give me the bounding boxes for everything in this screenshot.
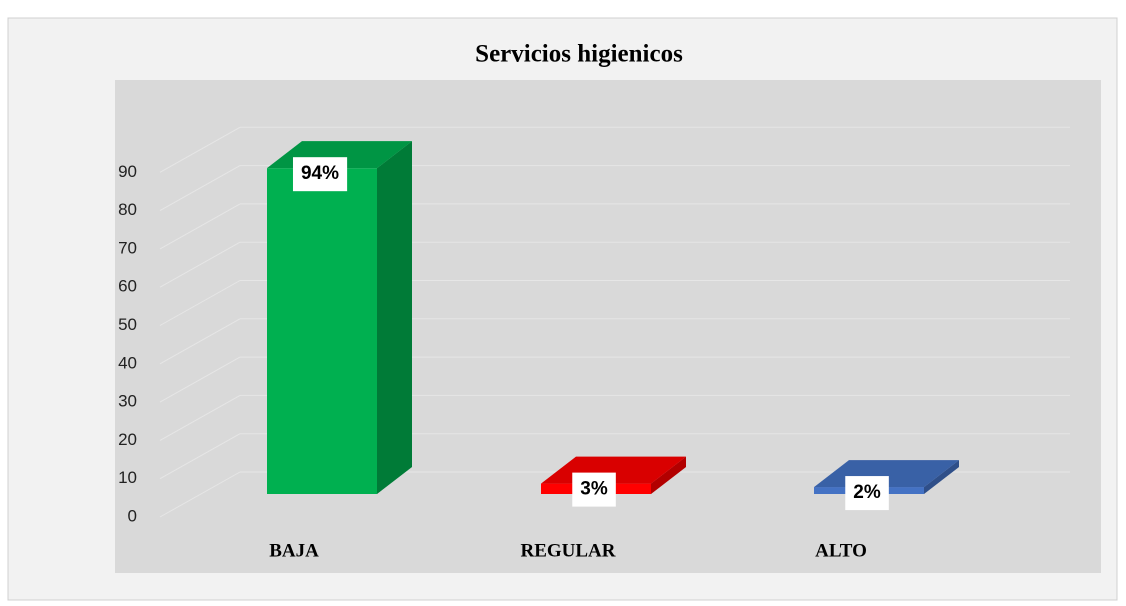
- grid-line: [159, 241, 241, 288]
- grid-line: [159, 433, 241, 480]
- bar-side: [651, 456, 686, 494]
- chart-title: Servicios higienicos: [475, 41, 683, 68]
- y-tick-label: 40: [118, 353, 137, 372]
- grid-line: [159, 318, 241, 365]
- bar-side-shade: [651, 456, 686, 494]
- grid-line: [159, 471, 241, 518]
- y-tick-label: 60: [118, 277, 137, 296]
- x-tick-label: REGULAR: [520, 540, 615, 561]
- y-tick-label: 0: [128, 506, 137, 525]
- bar-side: [377, 141, 412, 495]
- y-tick-label: 70: [118, 238, 137, 257]
- grid-line: [159, 356, 241, 403]
- x-tick-label: BAJA: [269, 540, 319, 561]
- value-label-box: [845, 476, 889, 511]
- grid-line: [159, 203, 241, 250]
- grid-line: [159, 165, 241, 212]
- y-tick-label: 50: [118, 315, 137, 334]
- y-tick-label: 20: [118, 430, 137, 449]
- value-label: 2%: [853, 482, 881, 503]
- value-label: 3%: [580, 479, 608, 500]
- value-label: 94%: [301, 163, 339, 184]
- value-label-box: [572, 472, 616, 507]
- value-label-box: [292, 157, 348, 192]
- grid-line: [159, 280, 241, 326]
- x-tick-label: ALTO: [815, 540, 867, 561]
- grid-line: [159, 394, 241, 441]
- y-tick-label: 30: [118, 392, 137, 411]
- bar-side: [924, 460, 959, 494]
- y-tick-label: 10: [118, 468, 137, 487]
- y-tick-label: 80: [118, 200, 137, 219]
- bar-side-shade: [924, 460, 959, 494]
- y-tick-label: 90: [118, 162, 137, 181]
- grid-line: [159, 126, 241, 173]
- bar-side-shade: [377, 141, 412, 495]
- bar-front: [267, 168, 377, 495]
